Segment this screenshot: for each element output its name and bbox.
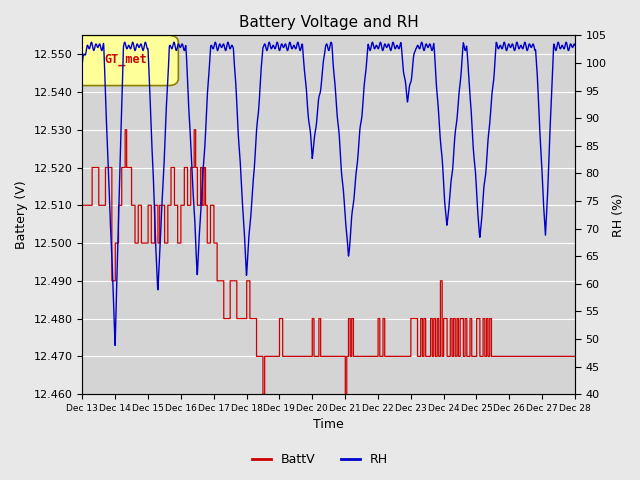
Y-axis label: Battery (V): Battery (V) <box>15 180 28 249</box>
Y-axis label: RH (%): RH (%) <box>612 193 625 237</box>
FancyBboxPatch shape <box>75 36 179 85</box>
X-axis label: Time: Time <box>313 419 344 432</box>
Title: Battery Voltage and RH: Battery Voltage and RH <box>239 15 419 30</box>
Text: GT_met: GT_met <box>104 53 147 66</box>
Legend: BattV, RH: BattV, RH <box>248 448 392 471</box>
